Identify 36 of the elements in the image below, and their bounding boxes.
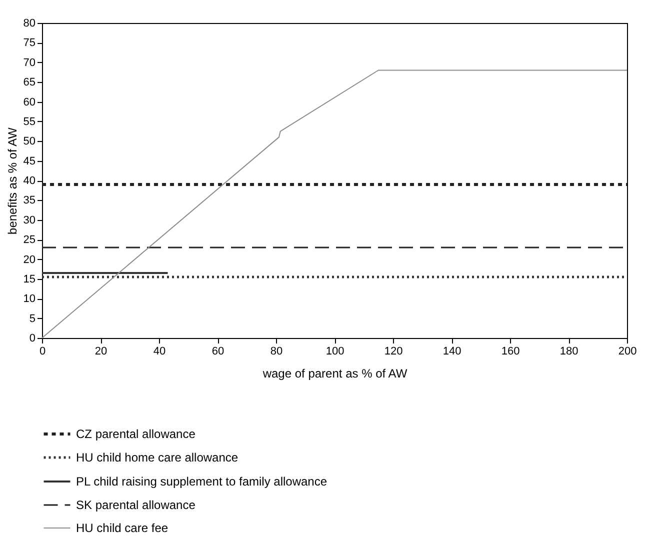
y-tick-label: 5 [29,312,36,325]
x-tick-label: 100 [326,346,344,358]
y-tick-label: 40 [23,175,36,187]
y-tick-label: 20 [23,254,36,266]
y-tick-label: 75 [23,37,36,50]
legend-label: CZ parental allowance [76,427,196,441]
x-tick-label: 160 [501,346,520,358]
y-tick-label: 60 [23,96,36,108]
y-tick-label: 30 [23,214,36,226]
x-tick-label: 60 [212,346,224,358]
y-tick-label: 15 [23,273,36,286]
x-tick-label: 200 [618,346,637,358]
legend-label: HU child care fee [76,521,168,535]
x-tick-label: 180 [560,346,578,358]
y-axis-title: benefits as % of AW [5,126,20,234]
y-tick-label: 0 [29,332,36,344]
y-tick-label: 25 [23,234,36,246]
y-tick-label: 70 [23,56,36,69]
x-tick-label: 140 [442,346,462,358]
legend-label: HU child home care allowance [76,450,238,464]
y-tick-label: 55 [23,116,36,128]
legend-label: SK parental allowance [76,498,196,512]
legend-label: PL child raising supplement to family allowance [76,474,328,488]
y-tick-label: 50 [23,136,36,148]
x-tick-label: 80 [270,346,283,358]
y-tick-label: 35 [23,194,36,207]
x-tick-label: 40 [153,346,166,358]
y-tick-label: 80 [23,18,36,30]
x-tick-label: 0 [39,346,46,358]
y-tick-label: 65 [23,76,36,89]
x-axis-title: wage of parent as % of AW [262,366,408,380]
line-series [42,70,628,338]
x-tick-label: 20 [94,346,108,358]
y-tick-label: 10 [23,293,36,306]
y-tick-label: 45 [23,155,36,168]
x-tick-label: 120 [384,346,403,358]
